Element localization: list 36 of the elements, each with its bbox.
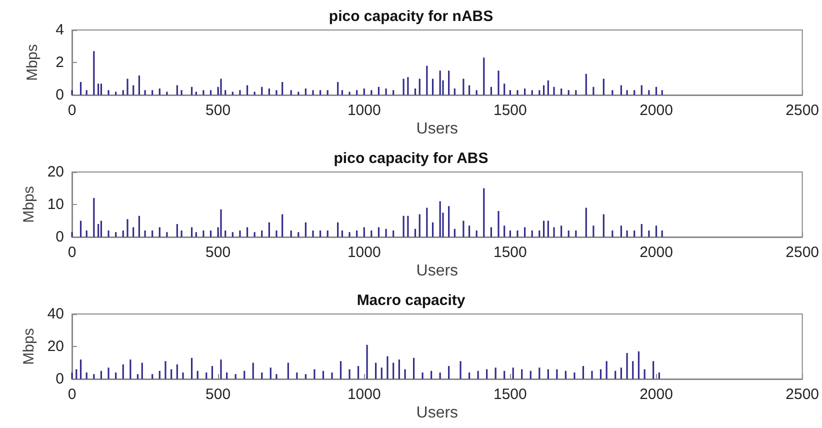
x-tick-label: 500 — [206, 386, 231, 403]
y-tick-label: 0 — [56, 228, 64, 246]
y-tick-label: 0 — [56, 86, 64, 104]
x-tick-label: 1500 — [494, 244, 527, 261]
x-tick-label: 2000 — [640, 102, 673, 119]
x-tick-label: 1000 — [347, 102, 381, 119]
y-tick-label: 40 — [47, 306, 64, 322]
y-axis-title: Mbps — [24, 44, 41, 81]
y-tick-label: 20 — [47, 164, 64, 180]
x-tick-label: 0 — [68, 102, 76, 119]
y-tick-label: 2 — [56, 54, 64, 71]
x-tick-label: 2500 — [786, 102, 820, 119]
x-tick-label: 2000 — [640, 244, 673, 261]
chart-title: pico capacity for nABS — [328, 8, 494, 25]
x-tick-label: 1500 — [494, 102, 527, 119]
x-tick-label: 500 — [206, 244, 231, 261]
y-axis-title: Mbps — [20, 328, 38, 365]
chart-title: pico capacity for ABS — [334, 150, 488, 167]
x-axis-title: Users — [416, 262, 458, 280]
x-tick-label: 0 — [68, 386, 76, 403]
y-tick-label: 20 — [47, 338, 64, 355]
x-tick-label: 1000 — [347, 386, 381, 403]
x-axis-title: Users — [416, 404, 458, 422]
y-axis-title: Mbps — [20, 186, 38, 223]
x-axis-title: Users — [416, 120, 458, 138]
y-tick-label: 10 — [47, 196, 64, 213]
x-tick-label: 2000 — [640, 386, 673, 403]
x-tick-label: 2500 — [786, 386, 820, 403]
y-tick-label: 4 — [56, 22, 64, 38]
x-tick-label: 1500 — [494, 386, 527, 403]
x-tick-label: 1000 — [347, 244, 381, 261]
x-tick-label: 0 — [68, 244, 76, 261]
chart-title: Macro capacity — [356, 292, 466, 309]
x-tick-label: 2500 — [786, 244, 820, 261]
y-tick-label: 0 — [56, 370, 64, 388]
x-tick-label: 500 — [206, 102, 231, 119]
